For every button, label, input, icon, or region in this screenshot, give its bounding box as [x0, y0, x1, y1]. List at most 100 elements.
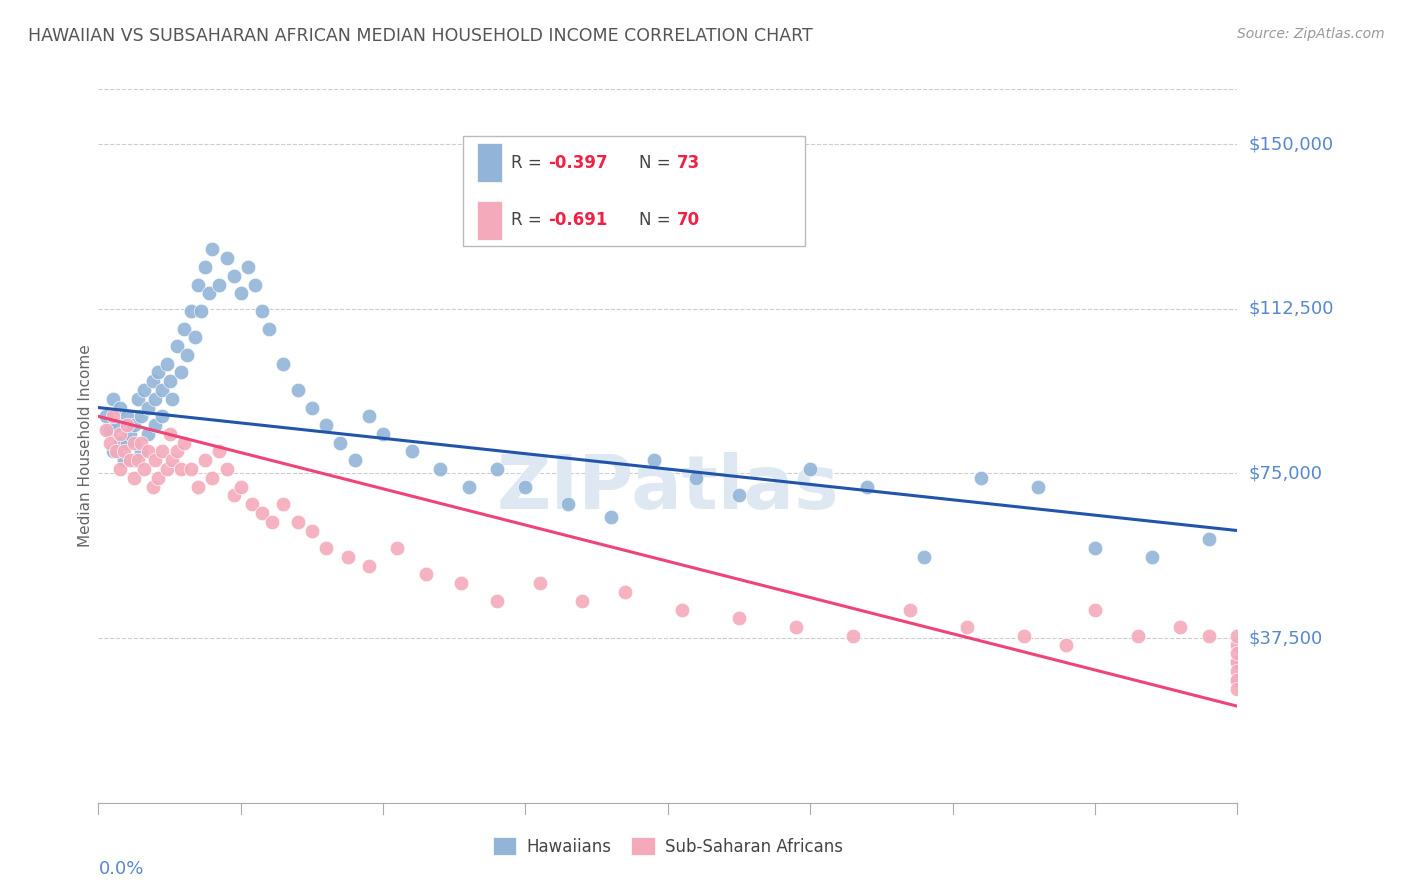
Point — [315, 418, 337, 433]
Point — [250, 506, 273, 520]
Point — [145, 453, 167, 467]
Point — [515, 480, 537, 494]
Point — [1126, 629, 1149, 643]
Point — [557, 497, 579, 511]
Legend: Hawaiians, Sub-Saharan Africans: Hawaiians, Sub-Saharan Africans — [486, 830, 849, 863]
Point — [159, 374, 181, 388]
Text: $112,500: $112,500 — [1249, 300, 1334, 318]
Point — [115, 418, 138, 433]
Point — [842, 629, 865, 643]
Point — [336, 549, 359, 564]
Point — [856, 480, 879, 494]
Point — [240, 497, 263, 511]
Point — [785, 620, 807, 634]
Bar — [477, 201, 502, 240]
Point — [429, 462, 451, 476]
Point — [152, 444, 174, 458]
Point — [94, 423, 117, 437]
Text: $37,500: $37,500 — [1249, 629, 1323, 647]
Point — [101, 392, 124, 406]
Point — [1170, 620, 1192, 634]
Text: R =: R = — [510, 153, 547, 171]
Point — [108, 435, 131, 450]
Y-axis label: Median Household Income: Median Household Income — [77, 344, 93, 548]
Point — [329, 435, 352, 450]
Point — [156, 357, 179, 371]
Point — [728, 611, 751, 625]
Point — [136, 426, 159, 441]
Point — [180, 462, 202, 476]
Point — [671, 602, 693, 616]
Point — [184, 330, 207, 344]
Point — [145, 418, 167, 433]
Text: ZIPatlas: ZIPatlas — [496, 452, 839, 525]
Point — [208, 277, 231, 292]
Point — [1198, 533, 1220, 547]
Point — [148, 366, 170, 380]
Point — [145, 392, 167, 406]
Point — [1226, 673, 1249, 687]
Point — [457, 480, 479, 494]
Point — [970, 471, 993, 485]
Point — [1084, 541, 1107, 555]
Point — [357, 409, 380, 424]
Point — [343, 453, 366, 467]
Point — [170, 366, 193, 380]
Point — [229, 286, 252, 301]
Point — [112, 444, 135, 458]
Point — [229, 480, 252, 494]
Point — [243, 277, 266, 292]
Point — [1226, 664, 1249, 678]
Point — [301, 524, 323, 538]
Point — [273, 497, 295, 511]
Point — [118, 426, 141, 441]
Point — [104, 418, 127, 433]
Point — [108, 401, 131, 415]
Point — [315, 541, 337, 555]
Point — [132, 383, 155, 397]
Point — [1226, 647, 1249, 661]
Point — [136, 444, 159, 458]
Point — [194, 453, 217, 467]
Point — [287, 515, 309, 529]
Point — [132, 462, 155, 476]
Point — [486, 462, 509, 476]
Point — [259, 321, 281, 335]
Point — [141, 480, 163, 494]
Point — [201, 243, 224, 257]
Text: $75,000: $75,000 — [1249, 465, 1323, 483]
Bar — [477, 143, 502, 182]
Text: $150,000: $150,000 — [1249, 135, 1333, 153]
Point — [173, 435, 195, 450]
Point — [127, 453, 149, 467]
Point — [1226, 681, 1249, 696]
Text: R =: R = — [510, 211, 547, 229]
Point — [201, 471, 224, 485]
Point — [162, 453, 184, 467]
Text: N =: N = — [640, 211, 676, 229]
Point — [250, 304, 273, 318]
FancyBboxPatch shape — [463, 136, 804, 246]
Point — [287, 383, 309, 397]
Point — [529, 576, 551, 591]
Point — [141, 374, 163, 388]
Point — [262, 515, 284, 529]
Point — [166, 444, 188, 458]
Point — [1226, 638, 1249, 652]
Text: N =: N = — [640, 153, 676, 171]
Point — [176, 348, 198, 362]
Point — [94, 409, 117, 424]
Point — [173, 321, 195, 335]
Point — [159, 426, 181, 441]
Point — [357, 558, 380, 573]
Point — [127, 392, 149, 406]
Point — [1056, 638, 1078, 652]
Point — [215, 252, 238, 266]
Point — [170, 462, 193, 476]
Point — [643, 453, 665, 467]
Point — [101, 444, 124, 458]
Point — [898, 602, 921, 616]
Point — [108, 462, 131, 476]
Point — [486, 594, 509, 608]
Point — [122, 435, 145, 450]
